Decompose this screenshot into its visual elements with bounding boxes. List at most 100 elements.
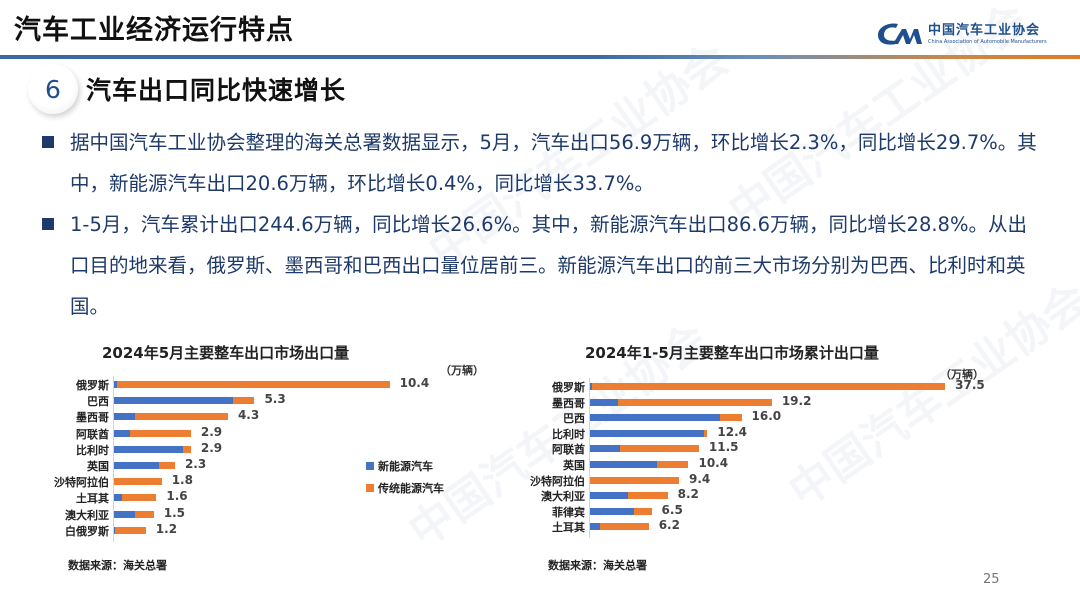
category-label: 土耳其 bbox=[552, 521, 585, 535]
slide-header: 汽车工业经济运行特点 中国汽车工业协会 China Association of… bbox=[0, 0, 1080, 59]
bar-segment-nev bbox=[114, 381, 117, 388]
bar-value-label: 8.2 bbox=[677, 487, 699, 502]
bar-segment-ice bbox=[618, 398, 772, 406]
square-bullet-icon bbox=[40, 204, 70, 327]
stacked-bar bbox=[590, 476, 680, 484]
bar-value-label: 1.5 bbox=[163, 505, 186, 520]
category-label: 阿联酋 bbox=[552, 443, 585, 457]
bullet-item: 1-5月，汽车累计出口244.6万辆，同比增长26.6%。其中，新能源汽车出口8… bbox=[40, 204, 1040, 327]
bar-value-label: 1.8 bbox=[171, 473, 193, 488]
category-label: 澳大利亚 bbox=[541, 490, 585, 504]
stacked-bar bbox=[114, 526, 146, 534]
bar-segment-nev bbox=[590, 383, 592, 390]
bar-segment-nev bbox=[114, 397, 234, 405]
bar-segment-ice bbox=[233, 397, 255, 405]
legend-label: 传统能源汽车 bbox=[378, 482, 444, 495]
chart-title: 2024年5月主要整车出口市场出口量 bbox=[102, 344, 350, 362]
stacked-bar bbox=[590, 445, 699, 453]
category-label: 比利时 bbox=[552, 427, 585, 441]
stacked-bar bbox=[590, 461, 689, 468]
bullet-text: 据中国汽车工业协会整理的海关总署数据显示，5月，汽车出口56.9万辆，环比增长2… bbox=[70, 131, 1037, 195]
bar-segment-ice bbox=[719, 414, 742, 422]
stacked-bar bbox=[590, 383, 946, 390]
chart-legend: 新能源汽车 传统能源汽车 bbox=[366, 455, 444, 499]
bar-value-label: 6.5 bbox=[661, 502, 683, 517]
bar-value-label: 2.9 bbox=[200, 440, 223, 455]
bar-segment-ice bbox=[600, 523, 649, 531]
may-export-chart: 2024年5月主要整车出口市场出口量 （万辆） 俄罗斯 10.4 巴西 5.3 墨西哥 4… bbox=[54, 344, 484, 572]
bar-segment-nev bbox=[114, 413, 136, 421]
stacked-bar bbox=[590, 414, 742, 422]
chart-unit: （万辆） bbox=[440, 364, 484, 377]
bar-segment-nev bbox=[590, 492, 628, 500]
bar-value-label: 1.6 bbox=[166, 489, 188, 504]
data-source: 数据来源：海关总署 bbox=[548, 559, 647, 572]
stacked-bar bbox=[590, 492, 668, 500]
bar-value-label: 37.5 bbox=[955, 378, 985, 392]
category-label: 巴西 bbox=[563, 412, 585, 426]
legend-swatch-nev bbox=[366, 462, 374, 470]
stacked-bar bbox=[114, 462, 175, 469]
bar-segment-nev bbox=[114, 510, 136, 518]
bar-segment-nev bbox=[590, 445, 621, 453]
category-label: 英国 bbox=[87, 460, 109, 473]
chart-unit: （万辆） bbox=[940, 368, 984, 381]
bar-segment-ice bbox=[182, 445, 191, 453]
slide-title: 汽车工业经济运行特点 bbox=[14, 15, 294, 46]
bullet-list: 据中国汽车工业协会整理的海关总署数据显示，5月，汽车出口56.9万辆，环比增长2… bbox=[40, 122, 1040, 327]
bar-segment-ice bbox=[129, 429, 191, 437]
bar-segment-nev bbox=[590, 429, 704, 437]
category-label: 沙特阿拉伯 bbox=[530, 474, 585, 488]
category-label: 墨西哥 bbox=[552, 396, 585, 410]
bar-segment-nev bbox=[590, 414, 720, 422]
square-bullet-icon bbox=[40, 122, 70, 204]
legend-item-ice: 传统能源汽车 bbox=[366, 477, 444, 499]
bar-value-label: 12.4 bbox=[717, 424, 748, 439]
chart-axis bbox=[113, 376, 114, 542]
chart-title: 2024年1-5月主要整车出口市场累计出口量 bbox=[585, 344, 879, 362]
stacked-bar bbox=[114, 413, 228, 421]
stacked-bar bbox=[114, 510, 154, 518]
stacked-bar bbox=[590, 523, 649, 531]
caam-logo: 中国汽车工业协会 China Association of Automobile… bbox=[876, 18, 1047, 50]
bar-value-label: 16.0 bbox=[751, 409, 782, 424]
bar-segment-nev bbox=[590, 523, 601, 531]
stacked-bar bbox=[114, 429, 191, 437]
bar-segment-ice bbox=[627, 492, 668, 500]
section-title: 汽车出口同比快速增长 bbox=[86, 76, 347, 105]
bar-segment-ice bbox=[591, 383, 946, 390]
bar-value-label: 10.4 bbox=[399, 376, 430, 390]
header-divider bbox=[0, 55, 1080, 59]
bar-segment-nev bbox=[590, 461, 658, 468]
bar-segment-ice bbox=[159, 462, 175, 469]
bar-value-label: 4.3 bbox=[237, 408, 260, 423]
bar-segment-ice bbox=[121, 494, 157, 502]
category-label: 俄罗斯 bbox=[552, 381, 585, 394]
category-label: 白俄罗斯 bbox=[65, 524, 109, 538]
bar-value-label: 6.2 bbox=[658, 518, 680, 533]
bar-segment-ice bbox=[703, 429, 708, 437]
bar-segment-nev bbox=[114, 462, 160, 469]
category-label: 墨西哥 bbox=[76, 411, 109, 425]
bar-value-label: 10.4 bbox=[698, 456, 729, 470]
data-source: 数据来源：海关总署 bbox=[68, 559, 167, 572]
category-label: 菲律宾 bbox=[552, 505, 585, 519]
bar-segment-ice bbox=[114, 478, 162, 486]
bullet-text: 1-5月，汽车累计出口244.6万辆，同比增长26.6%。其中，新能源汽车出口8… bbox=[70, 213, 1027, 318]
bar-segment-nev bbox=[114, 445, 183, 453]
stacked-bar bbox=[114, 494, 157, 502]
bar-segment-ice bbox=[116, 381, 390, 388]
category-label: 英国 bbox=[563, 459, 585, 472]
section-number-badge: 6 bbox=[28, 64, 78, 114]
bar-segment-nev bbox=[590, 507, 634, 515]
bar-value-label: 5.3 bbox=[264, 392, 286, 407]
stacked-bar bbox=[590, 507, 652, 515]
page-number: 25 bbox=[983, 572, 1000, 587]
bullet-item: 据中国汽车工业协会整理的海关总署数据显示，5月，汽车出口56.9万辆，环比增长2… bbox=[40, 122, 1040, 204]
category-label: 阿联酋 bbox=[76, 427, 109, 441]
section-heading: 6 汽车出口同比快速增长 bbox=[28, 64, 346, 114]
logo-name-en: China Association of Automobile Manufact… bbox=[928, 38, 1047, 45]
bar-value-label: 2.9 bbox=[200, 424, 223, 439]
bar-value-label: 11.5 bbox=[708, 440, 739, 455]
